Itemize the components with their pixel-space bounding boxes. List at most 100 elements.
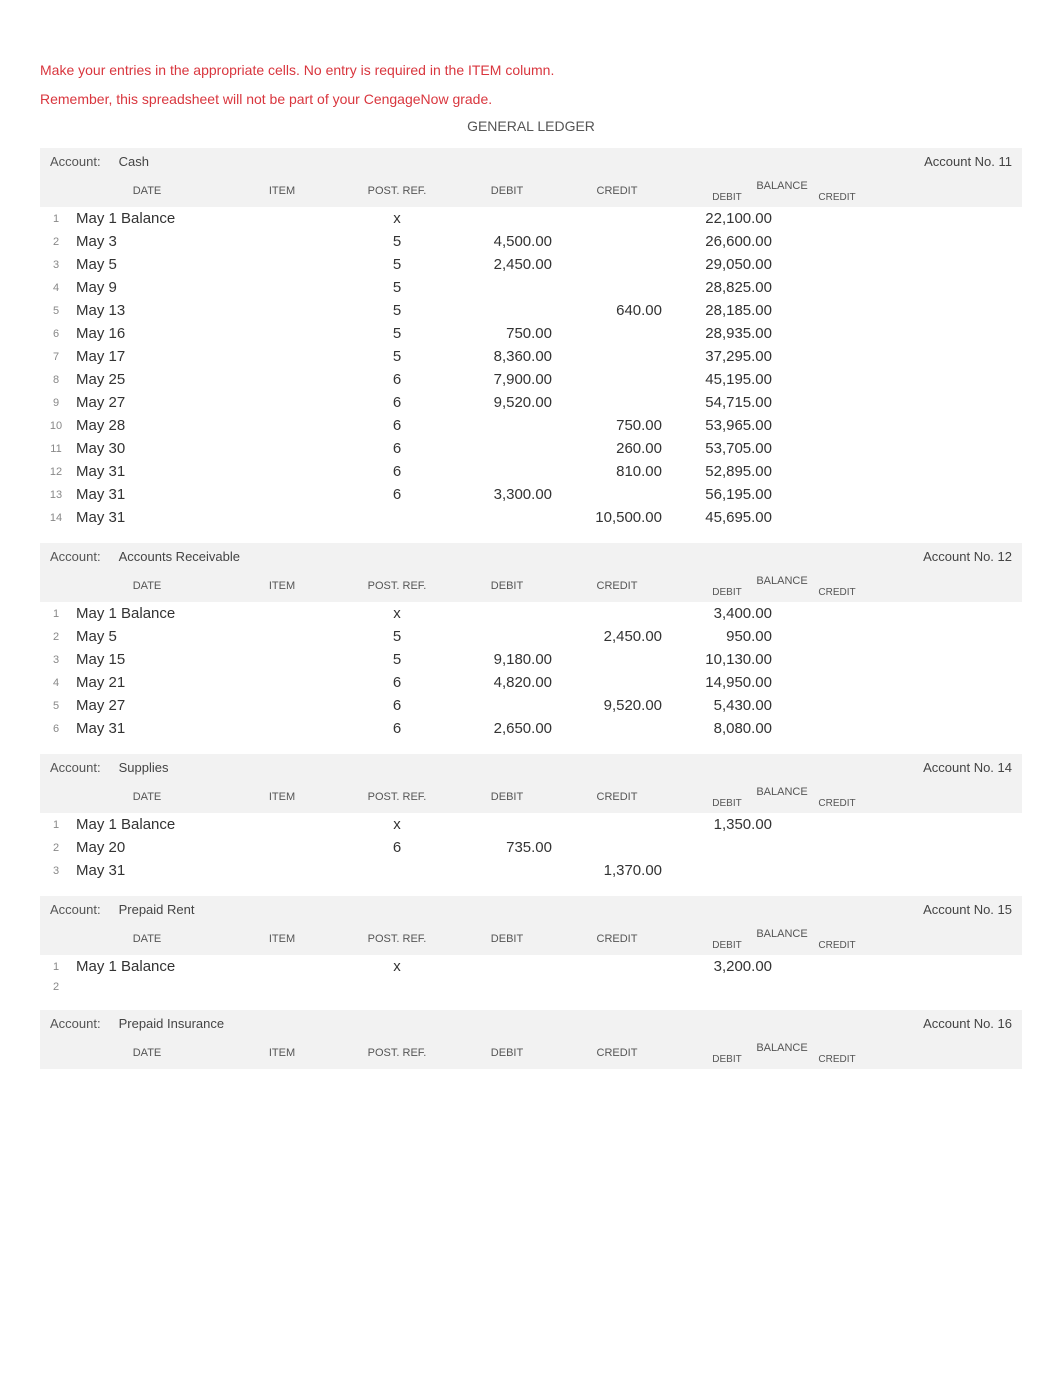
- debit-cell[interactable]: 9,520.00: [452, 394, 562, 411]
- postref-cell[interactable]: 6: [342, 394, 452, 411]
- balance-credit-header: CREDIT: [782, 192, 892, 203]
- date-cell[interactable]: May 31: [72, 463, 222, 480]
- date-cell[interactable]: May 15: [72, 651, 222, 668]
- balance-debit-cell[interactable]: 22,100.00: [672, 210, 782, 227]
- debit-cell[interactable]: 9,180.00: [452, 651, 562, 668]
- postref-cell[interactable]: 5: [342, 279, 452, 296]
- balance-debit-cell[interactable]: 29,050.00: [672, 256, 782, 273]
- debit-cell[interactable]: 7,900.00: [452, 371, 562, 388]
- balance-debit-cell[interactable]: 14,950.00: [672, 674, 782, 691]
- balance-debit-cell[interactable]: 1,350.00: [672, 816, 782, 833]
- postref-cell[interactable]: 6: [342, 839, 452, 856]
- credit-cell[interactable]: 1,370.00: [562, 862, 672, 879]
- postref-cell[interactable]: 6: [342, 486, 452, 503]
- debit-cell[interactable]: 2,650.00: [452, 720, 562, 737]
- debit-cell[interactable]: 8,360.00: [452, 348, 562, 365]
- postref-cell[interactable]: 6: [342, 371, 452, 388]
- postref-cell[interactable]: 6: [342, 440, 452, 457]
- balance-debit-cell[interactable]: 45,695.00: [672, 509, 782, 526]
- balance-debit-cell[interactable]: 950.00: [672, 628, 782, 645]
- postref-cell[interactable]: 5: [342, 325, 452, 342]
- balance-debit-cell[interactable]: 5,430.00: [672, 697, 782, 714]
- postref-cell[interactable]: 5: [342, 233, 452, 250]
- date-cell[interactable]: May 31: [72, 862, 222, 879]
- date-cell[interactable]: May 1 Balance: [72, 958, 222, 975]
- date-cell[interactable]: May 21: [72, 674, 222, 691]
- balance-debit-cell[interactable]: 53,965.00: [672, 417, 782, 434]
- balance-debit-cell[interactable]: 54,715.00: [672, 394, 782, 411]
- credit-cell[interactable]: 260.00: [562, 440, 672, 457]
- postref-cell[interactable]: 5: [342, 302, 452, 319]
- date-cell[interactable]: May 1 Balance: [72, 210, 222, 227]
- balance-debit-cell[interactable]: 26,600.00: [672, 233, 782, 250]
- date-cell[interactable]: May 13: [72, 302, 222, 319]
- date-cell[interactable]: May 3: [72, 233, 222, 250]
- postref-cell[interactable]: 5: [342, 256, 452, 273]
- credit-cell[interactable]: 2,450.00: [562, 628, 672, 645]
- balance-debit-cell[interactable]: 3,400.00: [672, 605, 782, 622]
- date-cell[interactable]: May 9: [72, 279, 222, 296]
- balance-debit-header: DEBIT: [672, 1054, 782, 1065]
- postref-cell[interactable]: 6: [342, 417, 452, 434]
- table-row: 9May 2769,520.0054,715.00: [40, 391, 1022, 414]
- debit-cell[interactable]: 4,820.00: [452, 674, 562, 691]
- date-cell[interactable]: May 1 Balance: [72, 816, 222, 833]
- date-cell[interactable]: May 5: [72, 256, 222, 273]
- balance-debit-cell[interactable]: 28,825.00: [672, 279, 782, 296]
- credit-cell[interactable]: 750.00: [562, 417, 672, 434]
- credit-cell[interactable]: 640.00: [562, 302, 672, 319]
- date-cell[interactable]: May 30: [72, 440, 222, 457]
- postref-cell[interactable]: 5: [342, 651, 452, 668]
- debit-cell[interactable]: 2,450.00: [452, 256, 562, 273]
- date-cell[interactable]: May 31: [72, 509, 222, 526]
- date-cell[interactable]: May 25: [72, 371, 222, 388]
- table-row: 12May 316810.0052,895.00: [40, 460, 1022, 483]
- credit-cell[interactable]: 9,520.00: [562, 697, 672, 714]
- date-cell[interactable]: May 28: [72, 417, 222, 434]
- postref-cell[interactable]: 6: [342, 674, 452, 691]
- credit-cell[interactable]: 810.00: [562, 463, 672, 480]
- postref-cell[interactable]: 6: [342, 720, 452, 737]
- debit-cell[interactable]: 3,300.00: [452, 486, 562, 503]
- balance-debit-cell[interactable]: 8,080.00: [672, 720, 782, 737]
- debit-cell[interactable]: 735.00: [452, 839, 562, 856]
- row-number: 8: [40, 374, 72, 386]
- debit-cell[interactable]: 4,500.00: [452, 233, 562, 250]
- date-cell[interactable]: May 27: [72, 394, 222, 411]
- balance-debit-cell[interactable]: 3,200.00: [672, 958, 782, 975]
- postref-cell[interactable]: 6: [342, 697, 452, 714]
- debit-cell[interactable]: 750.00: [452, 325, 562, 342]
- balance-debit-cell[interactable]: 28,935.00: [672, 325, 782, 342]
- date-cell[interactable]: May 27: [72, 697, 222, 714]
- date-cell[interactable]: May 5: [72, 628, 222, 645]
- date-cell[interactable]: May 20: [72, 839, 222, 856]
- credit-cell[interactable]: 10,500.00: [562, 509, 672, 526]
- postref-cell[interactable]: x: [342, 210, 452, 227]
- credit-header: CREDIT: [562, 791, 672, 803]
- debit-header: DEBIT: [452, 580, 562, 592]
- date-cell[interactable]: May 17: [72, 348, 222, 365]
- date-cell[interactable]: May 31: [72, 720, 222, 737]
- column-header-row: DATEITEMPOST. REF.DEBITCREDITBALANCEDEBI…: [40, 1037, 1022, 1069]
- balance-debit-cell[interactable]: 56,195.00: [672, 486, 782, 503]
- postref-cell[interactable]: 5: [342, 348, 452, 365]
- postref-cell[interactable]: 6: [342, 463, 452, 480]
- debit-header: DEBIT: [452, 933, 562, 945]
- credit-header: CREDIT: [562, 933, 672, 945]
- date-cell[interactable]: May 31: [72, 486, 222, 503]
- postref-cell[interactable]: x: [342, 958, 452, 975]
- postref-cell[interactable]: 5: [342, 628, 452, 645]
- postref-cell[interactable]: x: [342, 605, 452, 622]
- balance-debit-cell[interactable]: 45,195.00: [672, 371, 782, 388]
- balance-debit-cell[interactable]: 28,185.00: [672, 302, 782, 319]
- balance-debit-cell[interactable]: 37,295.00: [672, 348, 782, 365]
- balance-debit-cell[interactable]: 53,705.00: [672, 440, 782, 457]
- column-header-row: DATEITEMPOST. REF.DEBITCREDITBALANCEDEBI…: [40, 781, 1022, 813]
- postref-cell[interactable]: x: [342, 816, 452, 833]
- date-cell[interactable]: May 1 Balance: [72, 605, 222, 622]
- debit-header: DEBIT: [452, 185, 562, 197]
- balance-credit-header: CREDIT: [782, 940, 892, 951]
- balance-debit-cell[interactable]: 52,895.00: [672, 463, 782, 480]
- balance-debit-cell[interactable]: 10,130.00: [672, 651, 782, 668]
- date-cell[interactable]: May 16: [72, 325, 222, 342]
